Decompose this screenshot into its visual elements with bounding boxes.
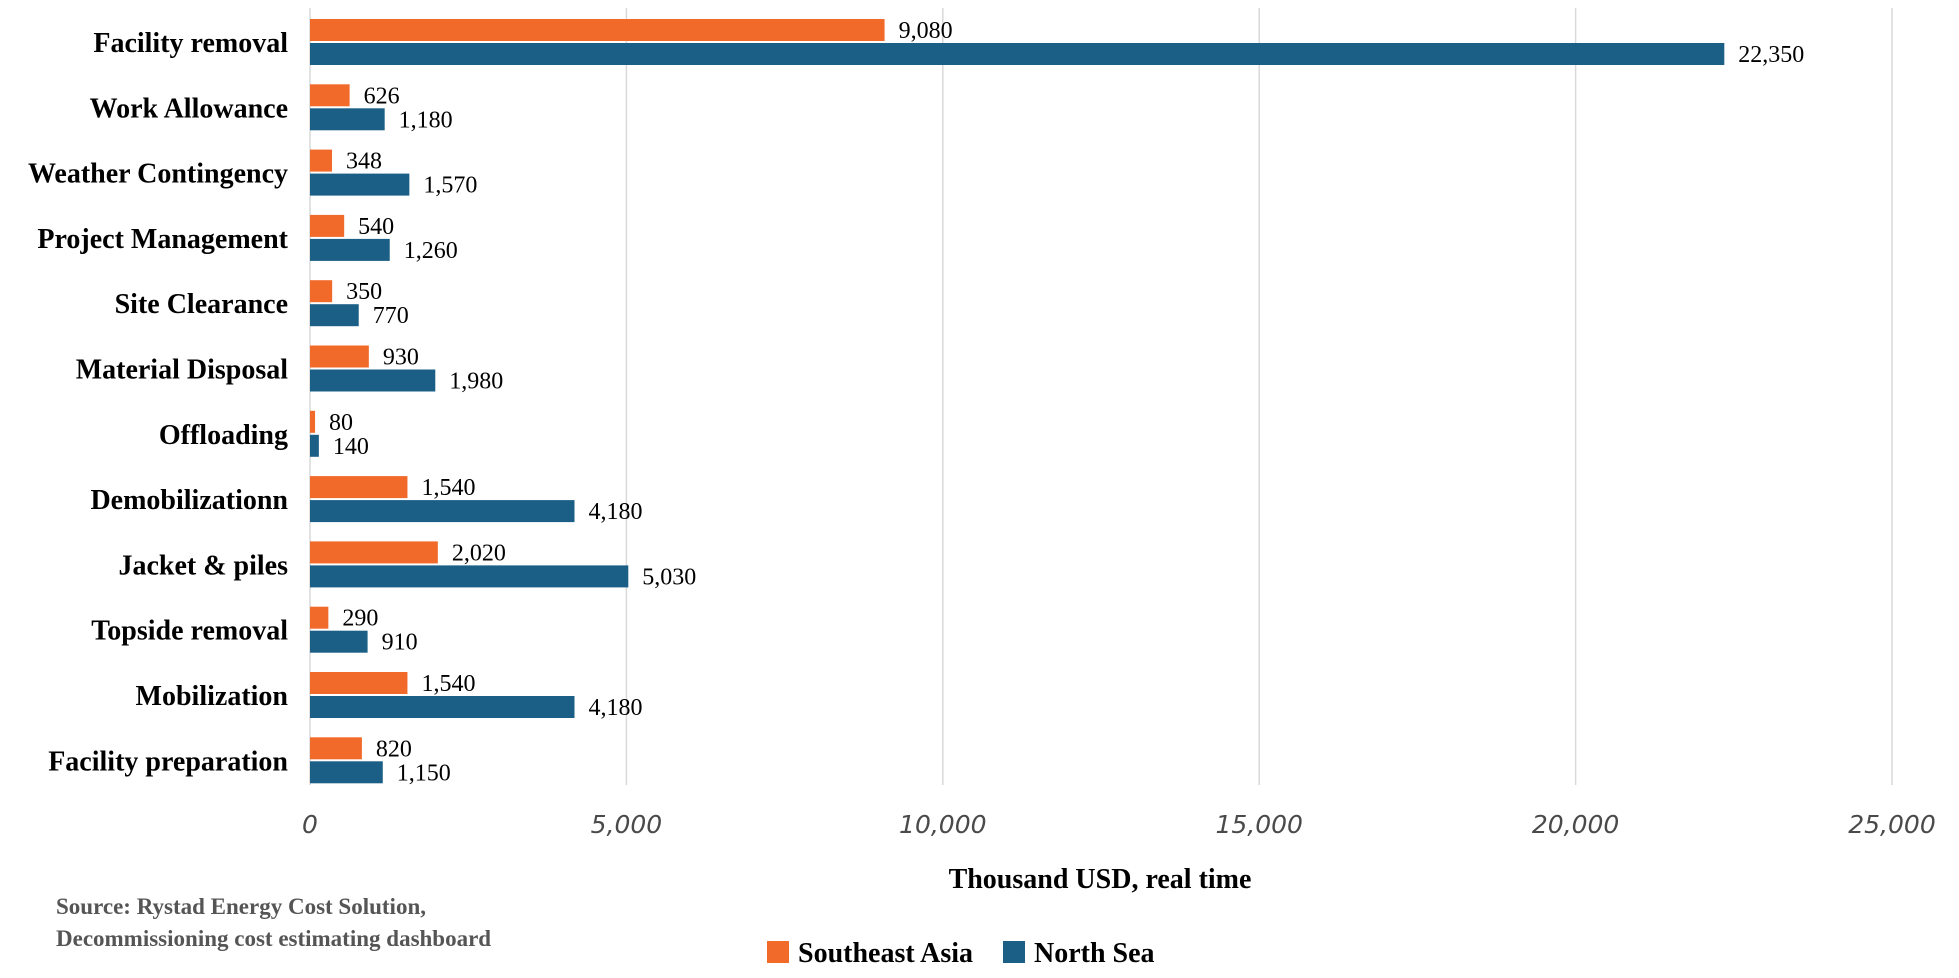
x-tick-label: 20,000 xyxy=(1532,810,1619,839)
category-label: Facility removal xyxy=(93,28,288,59)
bar-southeast-asia-material-disposal xyxy=(310,345,369,368)
category-label: Mobilization xyxy=(136,681,289,712)
legend-label-north-sea: North Sea xyxy=(1034,938,1155,969)
legend-swatch-north-sea xyxy=(1003,941,1025,963)
bars xyxy=(310,19,1725,784)
legend-label-southeast-asia: Southeast Asia xyxy=(798,938,973,969)
category-label: Project Management xyxy=(37,224,288,255)
source-line-1: Source: Rystad Energy Cost Solution, xyxy=(56,894,426,919)
bar-north-sea-weather-contingency xyxy=(310,173,410,196)
category-label: Weather Contingency xyxy=(28,159,288,190)
data-label: 1,540 xyxy=(421,671,475,697)
data-label: 9,080 xyxy=(899,18,953,44)
bar-north-sea-material-disposal xyxy=(310,369,436,392)
x-tick-label: 25,000 xyxy=(1848,810,1935,839)
data-label: 2,020 xyxy=(452,540,506,566)
data-label: 290 xyxy=(342,606,378,632)
bar-southeast-asia-topside-removal xyxy=(310,606,329,629)
source-line-2: Decommissioning cost estimating dashboar… xyxy=(56,926,491,951)
data-label: 140 xyxy=(333,434,369,460)
bar-southeast-asia-project-management xyxy=(310,214,345,237)
bar-north-sea-mobilization xyxy=(310,696,575,718)
data-label: 22,350 xyxy=(1738,42,1804,68)
bar-north-sea-facility-preparation xyxy=(310,761,383,784)
x-tick-label: 10,000 xyxy=(899,810,986,839)
data-label: 540 xyxy=(358,214,394,240)
data-label: 930 xyxy=(383,345,419,371)
bar-north-sea-project-management xyxy=(310,238,390,261)
data-label: 1,150 xyxy=(397,760,451,786)
data-label: 1,980 xyxy=(449,369,503,395)
category-label: Offloading xyxy=(159,420,288,451)
data-label: 4,180 xyxy=(589,695,643,721)
legend: Southeast Asia North Sea xyxy=(767,938,1155,969)
gridlines xyxy=(309,8,1893,785)
bar-north-sea-facility-removal xyxy=(310,43,1725,65)
data-label: 4,180 xyxy=(589,499,643,525)
category-label: Work Allowance xyxy=(90,93,288,124)
bar-southeast-asia-weather-contingency xyxy=(310,149,333,172)
data-label: 80 xyxy=(329,410,353,436)
bar-southeast-asia-demobilizationn xyxy=(310,476,408,499)
data-label: 1,570 xyxy=(423,173,477,199)
bar-southeast-asia-facility-preparation xyxy=(310,737,362,760)
bar-north-sea-topside-removal xyxy=(310,630,368,653)
data-label: 910 xyxy=(382,630,418,656)
x-tick-label: 5,000 xyxy=(591,810,663,839)
bar-north-sea-site-clearance xyxy=(310,304,359,327)
x-axis-title: Thousand USD, real time xyxy=(949,864,1252,895)
x-tick-label: 0 xyxy=(302,810,318,839)
data-label: 1,540 xyxy=(421,475,475,501)
data-label: 1,260 xyxy=(404,238,458,264)
category-labels: Facility removal Work Allowance Weather Co… xyxy=(28,28,289,777)
category-label: Site Clearance xyxy=(115,289,288,320)
data-label: 5,030 xyxy=(642,564,696,590)
legend-swatch-southeast-asia xyxy=(767,941,789,963)
category-label: Jacket & piles xyxy=(118,550,288,581)
data-label: 348 xyxy=(346,149,382,175)
bar-north-sea-jacket-and-piles xyxy=(310,565,629,588)
category-label: Facility preparation xyxy=(48,746,288,777)
data-label: 626 xyxy=(364,83,400,109)
bar-southeast-asia-site-clearance xyxy=(310,280,333,303)
bar-north-sea-demobilizationn xyxy=(310,500,575,523)
data-label: 770 xyxy=(373,303,409,329)
category-label: Topside removal xyxy=(91,616,288,647)
bar-north-sea-offloading xyxy=(310,434,319,457)
data-label: 350 xyxy=(346,279,382,305)
bar-southeast-asia-mobilization xyxy=(310,672,408,694)
bar-southeast-asia-facility-removal xyxy=(310,19,885,41)
x-tick-label: 15,000 xyxy=(1215,810,1302,839)
category-label: Material Disposal xyxy=(76,355,289,386)
x-tick-labels: 0 5,000 10,000 15,000 20,000 25,000 xyxy=(302,810,1936,839)
data-label: 820 xyxy=(376,736,412,762)
data-label: 1,180 xyxy=(399,107,453,133)
bar-southeast-asia-offloading xyxy=(310,410,316,433)
bar-north-sea-work-allowance xyxy=(310,108,385,131)
bar-southeast-asia-jacket-and-piles xyxy=(310,541,438,564)
bar-southeast-asia-work-allowance xyxy=(310,84,350,107)
category-label: Demobilizationn xyxy=(90,485,288,516)
